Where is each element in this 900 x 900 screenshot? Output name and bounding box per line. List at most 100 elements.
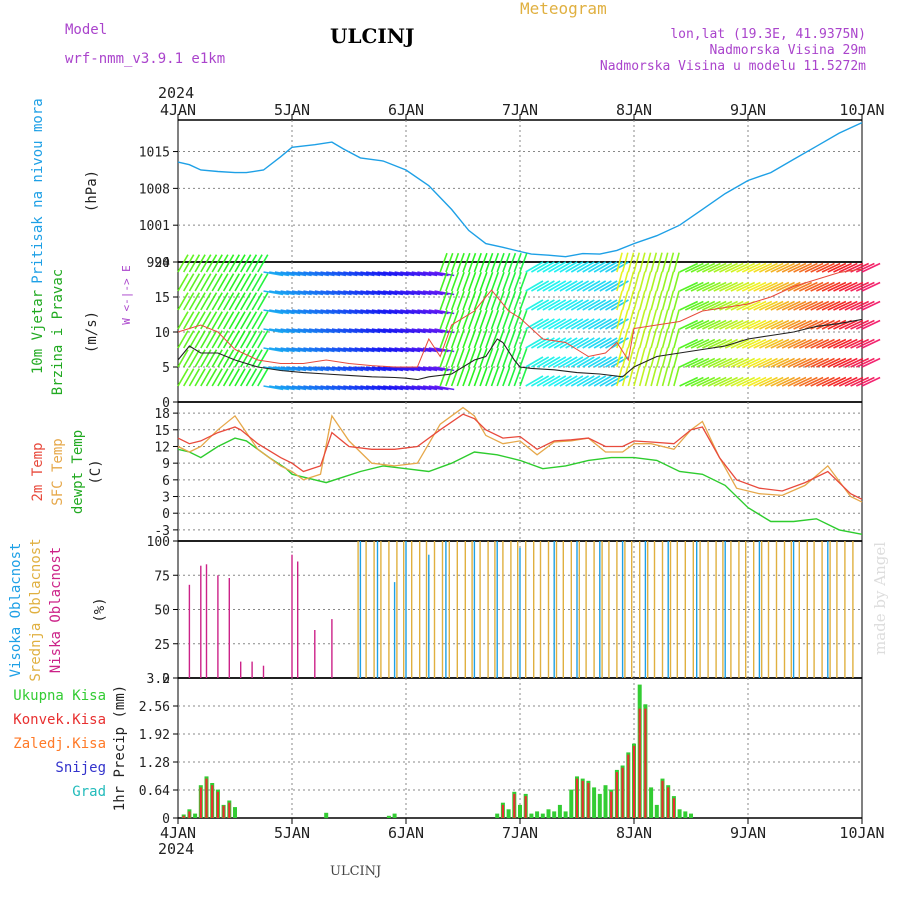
wind-barb [217, 273, 229, 292]
wind-barb [661, 309, 669, 330]
wind-barb [222, 330, 235, 349]
wind-barb [496, 309, 505, 330]
wind-barb [348, 309, 369, 315]
wind-barb [200, 349, 212, 368]
wind-barb [456, 271, 465, 292]
wind-barb [838, 357, 858, 368]
wind-barb [326, 271, 347, 277]
wind-barb [838, 300, 858, 311]
wind-barb [450, 347, 460, 368]
wind-barb [211, 330, 223, 349]
wind-barb [513, 290, 522, 311]
wind-barb [388, 366, 409, 372]
cloud-side-label-high: Visoka Oblacnost [8, 543, 24, 678]
wind-barb [360, 366, 381, 372]
wind-barb [445, 252, 454, 273]
wind-barb [638, 366, 646, 387]
wind-barb [542, 299, 561, 311]
wind-barb [326, 347, 347, 353]
wind-barb [673, 347, 680, 368]
wind-barb [383, 328, 404, 334]
wind-barb [234, 368, 246, 387]
wind-barb [211, 349, 223, 368]
wind-barb [582, 299, 601, 311]
wind-barb [833, 262, 852, 273]
wind-barb [365, 309, 386, 315]
wind-barb [360, 328, 381, 334]
wind-barb [365, 290, 386, 296]
wind-barb [405, 328, 426, 334]
wind-barb [781, 300, 801, 311]
wind-barb [445, 290, 454, 311]
time-label-top: 7JAN [502, 101, 538, 119]
precip-bar-total [649, 787, 654, 818]
temperature-ytick-label: 12 [154, 440, 170, 455]
wind-barb [405, 290, 426, 296]
wind-barb [394, 347, 415, 353]
wind-barb [502, 271, 511, 292]
precip-ytick-label: 1.92 [139, 728, 170, 743]
wind-barb [753, 376, 773, 387]
wind-barb [320, 347, 341, 353]
wind-ytick-label: 0 [162, 396, 170, 411]
wind-barb [599, 261, 618, 273]
wind-barb [183, 292, 195, 311]
wind-barb [855, 376, 875, 387]
wind-barb [467, 366, 477, 387]
wind-barb [833, 376, 852, 387]
wind-barb [462, 252, 471, 273]
wind-barb [377, 366, 398, 372]
wind-barb [228, 254, 240, 273]
wind-barb [371, 366, 392, 372]
wind-barb [513, 252, 522, 273]
wind-barb [383, 309, 404, 315]
wind-barb [759, 300, 778, 311]
wind-barb [764, 300, 784, 311]
wind-barb [274, 366, 295, 372]
wind-barb [855, 300, 875, 311]
wind-barb [320, 290, 341, 296]
wind-barb [205, 292, 218, 311]
wind-barb [297, 366, 318, 372]
wind-barb [587, 261, 607, 273]
wind-ylabel: (m/s) [84, 311, 100, 353]
wind-barb [422, 366, 443, 372]
wind-barb [850, 357, 870, 368]
wind-barb [400, 309, 421, 315]
wind-barb [684, 281, 704, 292]
wind-barb [394, 309, 415, 315]
wind-barb [188, 292, 201, 311]
wind-barb [274, 328, 295, 334]
wind-barb [616, 290, 623, 311]
wind-barb [188, 254, 201, 273]
wind-barb [713, 376, 733, 387]
wind-barb [411, 309, 432, 315]
wind-barb [211, 254, 223, 273]
wind-barb [308, 347, 329, 353]
temperature-ytick-label: 3 [162, 491, 170, 506]
wind-barb [473, 366, 482, 387]
wind-barb [194, 254, 206, 273]
wind-barb [656, 328, 663, 349]
wind-barb [200, 311, 212, 330]
wind-barb [644, 347, 652, 368]
wind-barb [177, 292, 189, 311]
wind-barb [183, 368, 195, 387]
pressure-side-label: Pritisak na nivou mora [30, 98, 46, 283]
wind-barb [513, 366, 522, 387]
wind-barb [536, 280, 555, 292]
wind-barb [286, 271, 307, 277]
wind-barb [513, 309, 522, 330]
wind-barb [741, 338, 761, 349]
wind-barb [485, 252, 494, 273]
wind-barb [804, 338, 824, 349]
wind-barb [348, 271, 369, 277]
wind-barb [747, 262, 767, 273]
wind-barb [485, 328, 494, 349]
wind-barb [245, 311, 258, 330]
wind-barb [850, 376, 870, 387]
wind-barb [793, 338, 813, 349]
wind-barb [730, 376, 750, 387]
wind-barb [473, 328, 482, 349]
wind-barb [222, 292, 235, 311]
